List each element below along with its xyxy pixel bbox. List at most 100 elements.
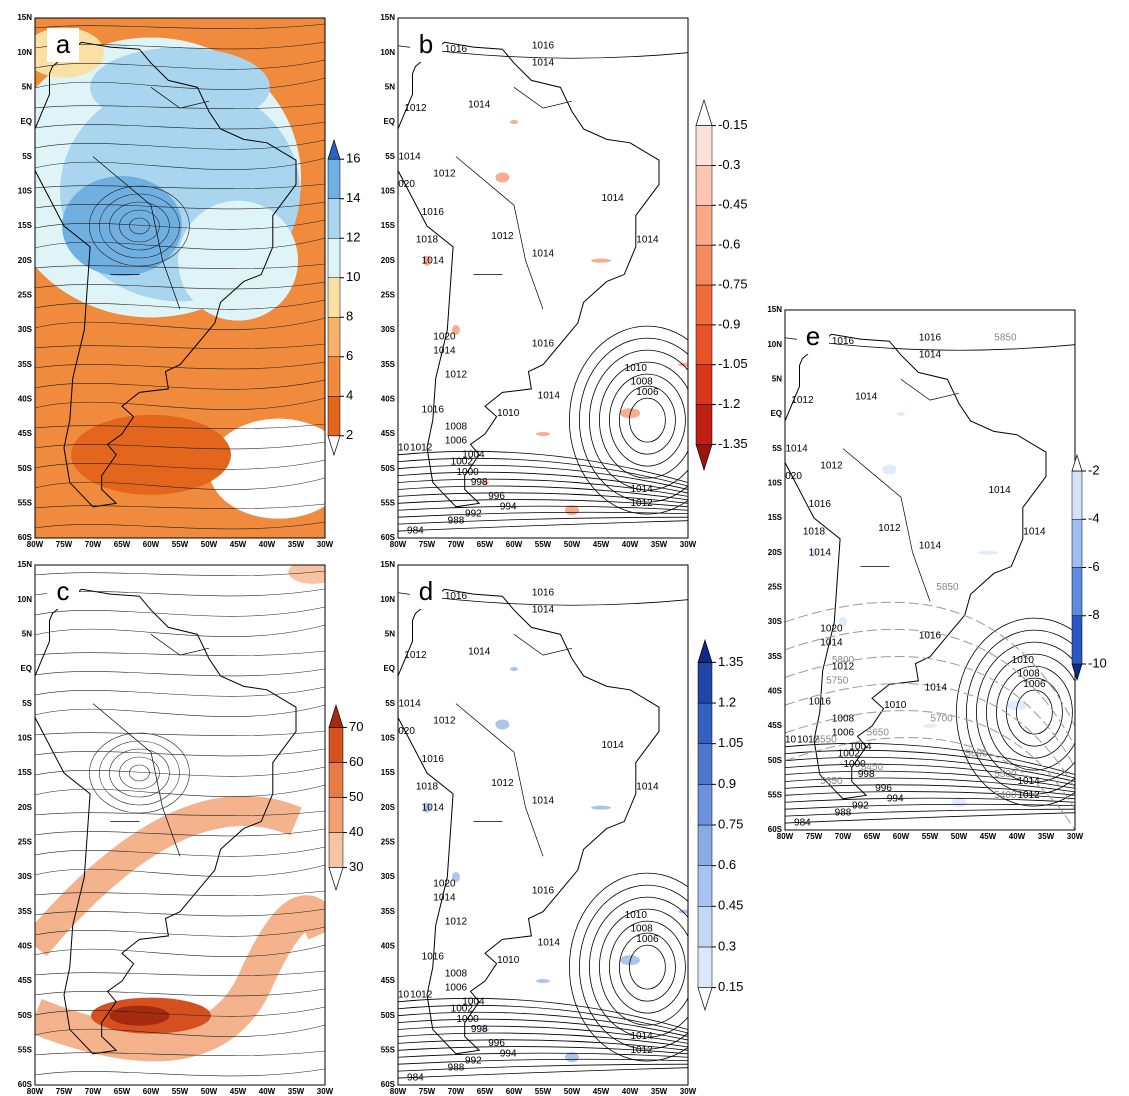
streamline bbox=[35, 477, 325, 490]
lon-label: 65W bbox=[864, 832, 881, 841]
geopotential bbox=[785, 737, 1075, 830]
streamline bbox=[35, 379, 325, 390]
lat-label: 5S bbox=[22, 152, 32, 161]
lon-label: 65W bbox=[114, 1087, 131, 1096]
isobar-label: 1012 bbox=[445, 917, 468, 928]
shading bbox=[398, 18, 688, 538]
colorbar-swatch bbox=[697, 784, 713, 826]
map-content: 1016 1016 1014 1012 1014 1014 1020 1012 1016 1018… bbox=[398, 565, 688, 1085]
colorbar-label: 50 bbox=[349, 789, 363, 804]
lat-label: 60S bbox=[768, 825, 783, 834]
lon-label: 60W bbox=[143, 540, 160, 549]
lat-label: 30S bbox=[381, 325, 396, 334]
isobar bbox=[1006, 677, 1063, 747]
isobar bbox=[966, 629, 1075, 795]
isobar bbox=[785, 803, 1075, 810]
isobar-label: 1020 bbox=[433, 879, 456, 890]
isobar-label: 1006 bbox=[445, 436, 468, 447]
streamline bbox=[35, 1068, 325, 1077]
isobar-label: 1012 bbox=[404, 650, 427, 661]
isobar-label: 1008 bbox=[630, 924, 653, 935]
colorbar-swatch bbox=[327, 198, 341, 239]
lat-label: 10S bbox=[381, 186, 396, 195]
colorbar-label: -8 bbox=[1088, 607, 1100, 622]
colorbar-swatch bbox=[695, 364, 713, 405]
lat-label: 40S bbox=[18, 394, 33, 403]
streamline bbox=[35, 828, 325, 837]
isobar bbox=[398, 450, 688, 483]
lat-label: 45S bbox=[18, 976, 33, 985]
isobar bbox=[569, 872, 688, 1062]
isobar-label: 1014 bbox=[532, 605, 555, 616]
lat-label: 5S bbox=[385, 152, 395, 161]
lon-label: 80W bbox=[27, 540, 44, 549]
isobar-label: 996 bbox=[875, 783, 892, 794]
lat-label: 20S bbox=[18, 803, 33, 812]
lat-label: 10N bbox=[17, 48, 32, 57]
streamline bbox=[109, 201, 170, 251]
shading bbox=[536, 432, 550, 436]
lon-label: 70W bbox=[448, 540, 465, 549]
lon-label: 50W bbox=[564, 540, 581, 549]
lon-label: 55W bbox=[922, 832, 939, 841]
lon-label: 70W bbox=[85, 540, 102, 549]
lat-label: 45S bbox=[381, 976, 396, 985]
lon-label: 55W bbox=[535, 1087, 552, 1096]
lon-label: 55W bbox=[172, 540, 189, 549]
borders bbox=[92, 87, 210, 310]
lat-label: 10N bbox=[17, 595, 32, 604]
isobar-label: 1016 bbox=[445, 44, 468, 55]
lat-label: 50S bbox=[381, 464, 396, 473]
streamline bbox=[35, 686, 325, 697]
isobar-label: 1012 bbox=[820, 461, 843, 472]
lat-label: 35S bbox=[18, 907, 33, 916]
isobar bbox=[398, 464, 688, 490]
isobar bbox=[398, 457, 688, 487]
shading bbox=[591, 258, 611, 263]
shading bbox=[398, 565, 688, 1085]
colorbar-label: 0.45 bbox=[718, 898, 743, 913]
streamline bbox=[35, 908, 325, 917]
lat-label: 10S bbox=[768, 478, 783, 487]
lon-label: 35W bbox=[651, 1087, 668, 1096]
lon-label: 65W bbox=[114, 540, 131, 549]
lon-label: 35W bbox=[651, 540, 668, 549]
lat-label: 40S bbox=[768, 686, 783, 695]
lat-label: 5N bbox=[385, 82, 395, 91]
isobar-label: 1014 bbox=[820, 637, 843, 648]
isobar-label: 996 bbox=[488, 1038, 505, 1049]
colorbar-label: 0.9 bbox=[718, 776, 736, 791]
geopotential-label: 5450 bbox=[861, 762, 884, 773]
isobar bbox=[398, 1011, 688, 1037]
map-panel: 15N 10N 5N EQ 5S 10S 15S 20S 25S 30S 35S 40S 45S 50S 5… bbox=[17, 13, 360, 549]
isobar bbox=[398, 1058, 688, 1065]
colorbar-label: 30 bbox=[349, 859, 363, 874]
shading bbox=[591, 805, 611, 810]
isobar-label: 1014 bbox=[1017, 776, 1040, 787]
colorbar-label: -10 bbox=[1088, 655, 1107, 670]
lon-label: 50W bbox=[201, 1087, 218, 1096]
isobar-label: 1020 bbox=[433, 332, 456, 343]
colorbar-label: -0.45 bbox=[718, 197, 748, 212]
isobar bbox=[398, 997, 688, 1030]
isobar-label: 984 bbox=[794, 818, 811, 829]
streamline bbox=[35, 317, 325, 330]
isobar bbox=[609, 373, 686, 467]
shading bbox=[109, 1005, 170, 1026]
lat-label: 5S bbox=[385, 699, 395, 708]
lat-label: 30S bbox=[18, 325, 33, 334]
lon-label: 45W bbox=[230, 540, 247, 549]
panel-letter: a bbox=[56, 29, 71, 59]
isobar-label: 1012 bbox=[410, 990, 433, 1001]
streamline bbox=[35, 183, 325, 189]
isobar bbox=[398, 505, 688, 511]
colorbar-label: 0.3 bbox=[718, 938, 736, 953]
map-content bbox=[35, 18, 325, 538]
colorbar-swatch bbox=[695, 205, 713, 246]
isobar-label: 1016 bbox=[832, 336, 855, 347]
shading bbox=[952, 797, 966, 808]
isobar-label: 1016 bbox=[919, 631, 942, 642]
isobar-label: 1008 bbox=[1017, 669, 1040, 680]
isobar-label: 1016 bbox=[532, 339, 555, 350]
isobar bbox=[579, 884, 688, 1050]
